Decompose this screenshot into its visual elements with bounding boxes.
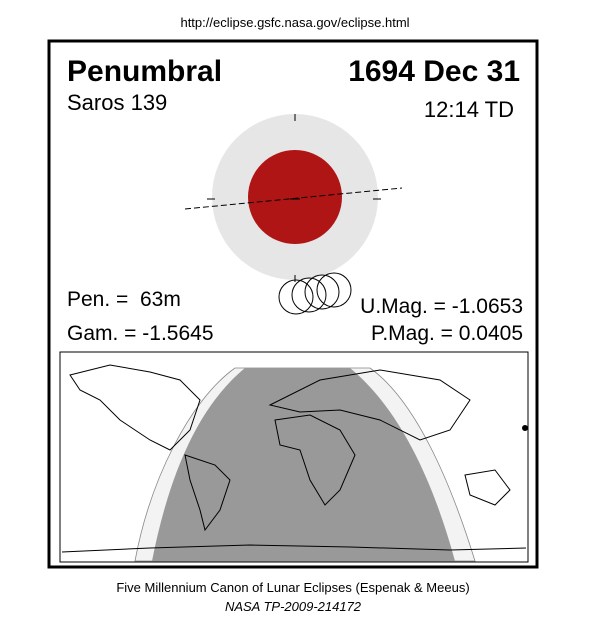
umbra [248,150,342,244]
coast [61,544,527,553]
reference: NASA TP-2009-214172 [225,599,362,614]
coast [69,364,201,451]
time: 12:14 TD [424,97,514,122]
world-map [59,351,529,563]
eclipse-type: Penumbral [67,55,222,88]
date: 1694 Dec 31 [348,55,520,88]
coast [184,454,231,532]
moon [278,279,314,315]
penumbral-magnitude: P.Mag. = 0.0405 [371,322,523,345]
marker [522,425,528,431]
saros: Saros 139 [67,90,167,115]
coast [268,369,471,441]
canon: Five Millennium Canon of Lunar Eclipses … [116,580,469,595]
umbral-magnitude: U.Mag. = -1.0653 [360,295,523,318]
coast [464,469,511,506]
moon [304,274,340,310]
url: http://eclipse.gsfc.nasa.gov/eclipse.htm… [180,15,409,30]
moon [291,277,327,313]
pen-duration: Pen. = 63m [67,288,181,311]
eclipse-geometry [184,114,403,315]
gamma: Gam. = -1.5645 [67,322,214,345]
eclipse-visibility [152,368,455,561]
moon [316,272,352,308]
coast [274,414,356,506]
